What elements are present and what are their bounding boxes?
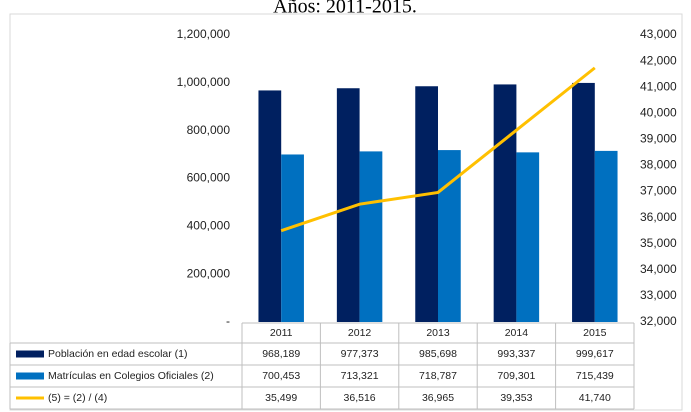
y2-tick-label: 38,000 [640,158,677,172]
y-tick-label: 1,000,000 [177,75,231,89]
y2-tick-label: 33,000 [640,288,677,302]
table-value: 35,499 [265,392,297,404]
table-value: 977,373 [341,348,379,360]
chart-frame [9,13,683,411]
line [280,66,596,233]
x-tick-label: 2015 [583,327,607,339]
bar [415,86,438,322]
y2-tick-label: 40,000 [640,105,677,119]
bar [594,150,618,322]
y2-tick-label: 41,000 [640,79,677,93]
table-value: 985,698 [419,348,457,360]
y2-tick-label: 35,000 [640,236,677,250]
y2-tick-label: 43,000 [640,27,677,41]
table-value: 968,189 [262,348,300,360]
legend-label: (5) = (2) / (4) [48,392,107,404]
table-value: 41,740 [579,392,611,404]
bar [281,154,304,322]
y2-tick-label: 34,000 [640,262,677,276]
table-value: 36,516 [344,392,376,404]
bar [516,152,540,322]
x-tick-label: 2012 [348,327,372,339]
bar [493,84,517,322]
bar [572,82,595,323]
table-value: 713,321 [341,370,379,382]
table-value: 999,617 [576,348,614,360]
y2-tick-label: 37,000 [640,184,677,198]
table-value: 709,301 [497,370,535,382]
y-tick-label: 1,200,000 [177,27,231,41]
legend-key [16,350,44,358]
y2-tick-label: 36,000 [640,210,677,224]
bar [336,88,360,322]
x-tick-label: 2013 [426,327,450,339]
y-tick-label: - [226,314,230,328]
y-tick-label: 600,000 [187,171,231,185]
bar [258,90,282,322]
table-value: 39,353 [500,392,532,404]
bar [359,151,383,322]
legend-label: Matrículas en Colegios Oficiales (2) [48,370,214,382]
y-tick-label: 200,000 [187,266,231,280]
x-tick-label: 2014 [505,327,529,339]
y2-tick-label: 32,000 [640,314,677,328]
y2-tick-label: 39,000 [640,132,677,146]
bar [438,150,461,322]
table-value: 718,787 [419,370,457,382]
table-value: 36,965 [422,392,454,404]
y2-tick-label: 42,000 [640,53,677,67]
chart-title: Años: 2011-2015. [273,0,417,18]
legend-label: Población en edad escolar (1) [48,348,188,360]
legend-key [16,372,44,380]
table-value: 715,439 [576,370,614,382]
table-value: 700,453 [262,370,300,382]
y-tick-label: 400,000 [187,219,231,233]
x-tick-label: 2011 [270,327,293,339]
table-value: 993,337 [497,348,535,360]
y-tick-label: 800,000 [187,123,231,137]
